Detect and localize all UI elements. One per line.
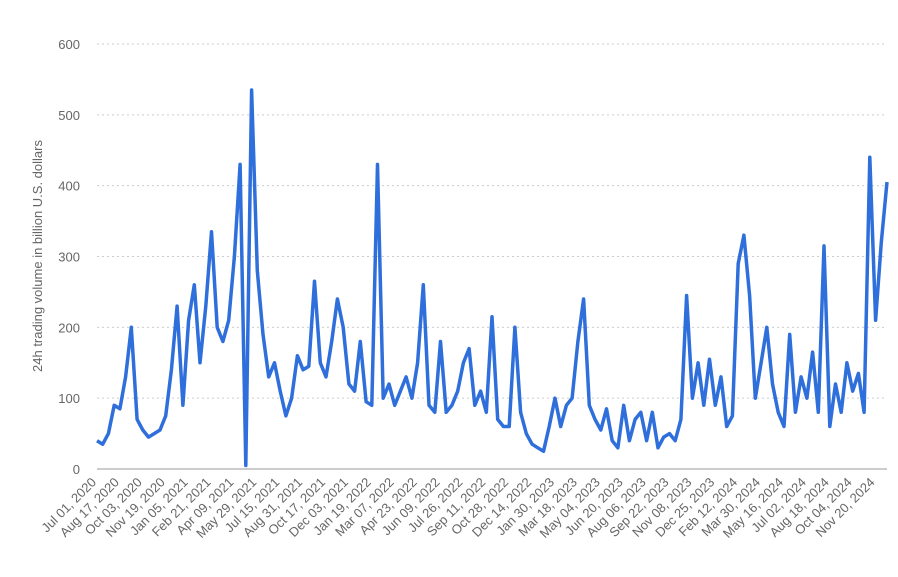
- y-axis-title: 24h trading volume in billion U.S. dolla…: [30, 140, 45, 372]
- y-tick-label: 400: [58, 179, 80, 194]
- y-tick-label: 200: [58, 320, 80, 335]
- y-tick-label: 600: [58, 37, 80, 52]
- data-line: [96, 88, 889, 468]
- y-tick-label: 500: [58, 108, 80, 123]
- y-tick-label: 0: [73, 462, 80, 477]
- y-tick-label: 300: [58, 250, 80, 265]
- y-tick-label: 100: [58, 391, 80, 406]
